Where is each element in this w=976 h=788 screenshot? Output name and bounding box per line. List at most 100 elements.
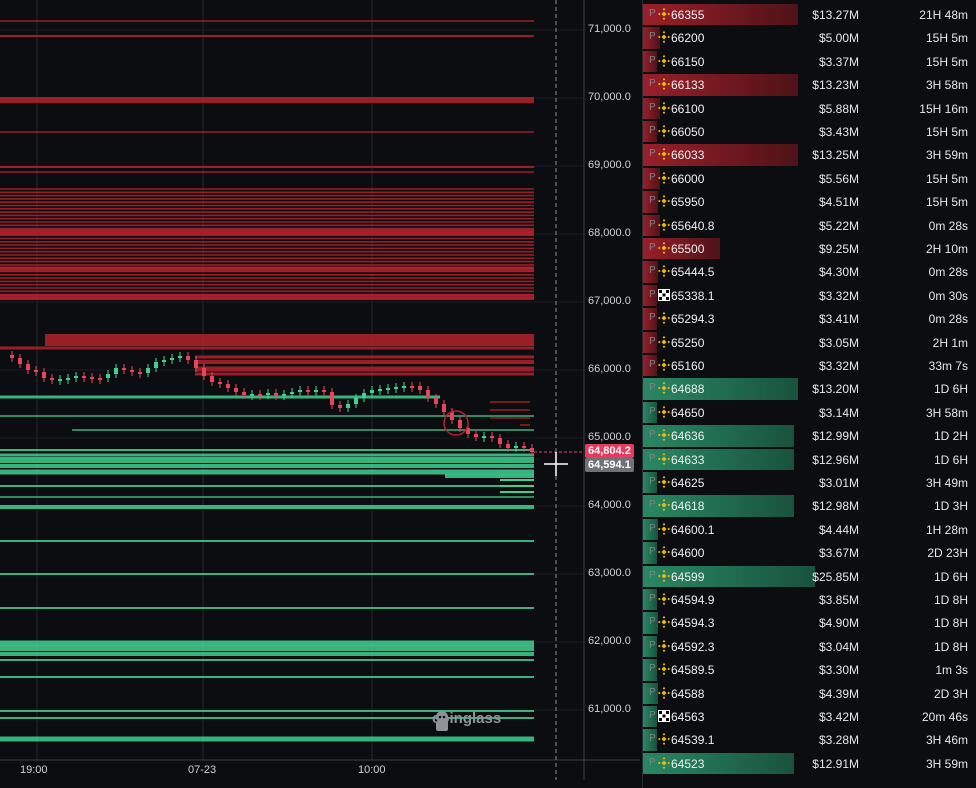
candle-body	[314, 390, 318, 392]
order-row[interactable]: P 64563 $3.42M 20m 46s	[643, 705, 976, 728]
candle-body	[354, 398, 358, 404]
order-amount: $13.23M	[812, 78, 859, 93]
order-amount: $5.22M	[818, 218, 859, 233]
candle-body	[458, 420, 462, 428]
order-amount: $13.20M	[812, 382, 859, 397]
order-row[interactable]: P 64625 $3.01M 3H 49m	[643, 471, 976, 494]
order-row[interactable]: P 64650 $3.14M 3H 58m	[643, 401, 976, 424]
order-row[interactable]: P 64539.1 $3.28M 3H 46m	[643, 728, 976, 751]
order-row[interactable]: P 65444.5 $4.30M 0m 28s	[643, 260, 976, 283]
heatmap-chart[interactable]: 71,000.0 70,000.0 69,000.0 68,000.0 67,000.0…	[0, 0, 640, 788]
binance-icon	[658, 101, 670, 114]
order-row[interactable]: P 64588 $4.39M 2D 3H	[643, 682, 976, 705]
binance-icon	[658, 593, 670, 605]
candle-body	[90, 377, 94, 379]
order-row[interactable]: P 64523 $12.91M 3H 59m	[643, 752, 976, 775]
order-row[interactable]: P 66200 $5.00M 15H 5m	[643, 26, 976, 49]
candle-body	[378, 389, 382, 391]
order-row[interactable]: P 66100 $5.88M 15H 16m	[643, 97, 976, 120]
price-axis-label: 65,000.0	[588, 431, 631, 443]
order-row[interactable]: P 65160 $3.32M 33m 7s	[643, 354, 976, 377]
binance-icon	[658, 8, 670, 20]
order-row[interactable]: P 66000 $5.56M 15H 5m	[643, 167, 976, 190]
candle-body	[410, 386, 414, 388]
order-row[interactable]: P 64592.3 $3.04M 1D 8H	[643, 635, 976, 658]
order-size-bar	[643, 191, 659, 213]
p-marker-icon: P	[649, 242, 656, 253]
order-row[interactable]: P 65950 $4.51M 15H 5m	[643, 190, 976, 213]
order-row[interactable]: P 64594.3 $4.90M 1D 8H	[643, 611, 976, 634]
candle-body	[370, 390, 374, 393]
p-marker-icon: P	[649, 125, 656, 136]
order-price: 64688	[671, 382, 705, 397]
order-row[interactable]: P 65294.3 $3.41M 0m 28s	[643, 307, 976, 330]
order-price: 64588	[671, 686, 705, 701]
price-axis-label: 61,000.0	[588, 703, 631, 715]
price-axis-label: 64,000.0	[588, 499, 631, 511]
candle-body	[474, 434, 478, 437]
p-marker-icon: P	[649, 8, 656, 19]
order-row[interactable]: P 64600.1 $4.44M 1H 28m	[643, 518, 976, 541]
order-row[interactable]: P 66033 $13.25M 3H 59m	[643, 143, 976, 166]
candle-body	[194, 360, 198, 368]
order-row[interactable]: P 64633 $12.96M 1D 6H	[643, 448, 976, 471]
order-duration: 1D 3H	[933, 499, 968, 514]
order-size-bar	[643, 27, 661, 49]
chart-canvas[interactable]	[0, 0, 640, 788]
candle-body	[234, 388, 238, 392]
candle-body	[58, 379, 62, 381]
order-size-bar	[643, 331, 657, 353]
order-row[interactable]: P 66355 $13.27M 21H 48m	[643, 3, 976, 26]
order-duration: 15H 5m	[925, 54, 968, 69]
order-row[interactable]: P 64618 $12.98M 1D 3H	[643, 494, 976, 517]
order-row[interactable]: P 65640.8 $5.22M 0m 28s	[643, 214, 976, 237]
order-price: 66033	[671, 148, 705, 163]
large-orders-panel[interactable]: P 66355 $13.27M 21H 48m P 66200 $5.00M 15H 5m P 6…	[642, 0, 976, 788]
candle-body	[258, 394, 262, 396]
order-duration: 33m 7s	[928, 359, 968, 373]
p-marker-icon: P	[649, 569, 656, 581]
order-row[interactable]: P 65500 $9.25M 2H 10m	[643, 237, 976, 260]
order-row[interactable]: P 64636 $12.99M 1D 2H	[643, 424, 976, 447]
order-price: 64625	[671, 476, 705, 490]
order-duration: 1m 3s	[935, 663, 968, 678]
order-duration: 1D 8H	[933, 616, 968, 631]
order-row[interactable]: P 65250 $3.05M 2H 1m	[643, 331, 976, 354]
order-price: 66355	[671, 8, 705, 22]
binance-icon	[658, 686, 670, 699]
order-row[interactable]: P 64594.9 $3.85M 1D 8H	[643, 588, 976, 611]
order-row[interactable]: P 64599 $25.85M 1D 6H	[643, 565, 976, 588]
order-row[interactable]: P 64688 $13.20M 1D 6H	[643, 377, 976, 400]
candle-body	[498, 438, 502, 444]
order-size-bar	[643, 448, 795, 470]
order-row[interactable]: P 66150 $3.37M 15H 5m	[643, 50, 976, 73]
candle-body	[122, 368, 126, 370]
candle-body	[226, 384, 230, 388]
order-duration: 3H 58m	[925, 78, 968, 93]
order-size-bar	[643, 659, 657, 681]
order-amount: $12.96M	[812, 452, 859, 467]
order-amount: $4.90M	[818, 616, 859, 631]
order-row[interactable]: P 66133 $13.23M 3H 58m	[643, 73, 976, 96]
candle-body	[26, 364, 30, 370]
order-price: 64592.3	[671, 639, 715, 654]
order-size-bar	[643, 214, 661, 236]
candle-body	[530, 448, 534, 452]
order-row[interactable]: P 66050 $3.43M 15H 5m	[643, 120, 976, 143]
candle-body	[146, 368, 150, 373]
order-amount: $5.56M	[818, 171, 859, 186]
order-row[interactable]: P 65338.1 $3.32M 0m 30s	[643, 284, 976, 307]
order-row[interactable]: P 64589.5 $3.30M 1m 3s	[643, 658, 976, 681]
candle-body	[282, 394, 286, 396]
candle-body	[442, 404, 446, 412]
order-duration: 0m 28s	[928, 312, 968, 327]
order-duration: 3H 46m	[925, 733, 968, 748]
order-size-bar	[643, 472, 657, 494]
order-row[interactable]: P 64600 $3.67M 2D 23H	[643, 541, 976, 564]
order-price: 65338.1	[671, 288, 715, 303]
p-marker-icon: P	[649, 195, 656, 207]
order-price: 65444.5	[671, 265, 715, 280]
binance-icon	[658, 78, 670, 91]
p-marker-icon: P	[649, 639, 656, 651]
candle-body	[298, 390, 302, 392]
